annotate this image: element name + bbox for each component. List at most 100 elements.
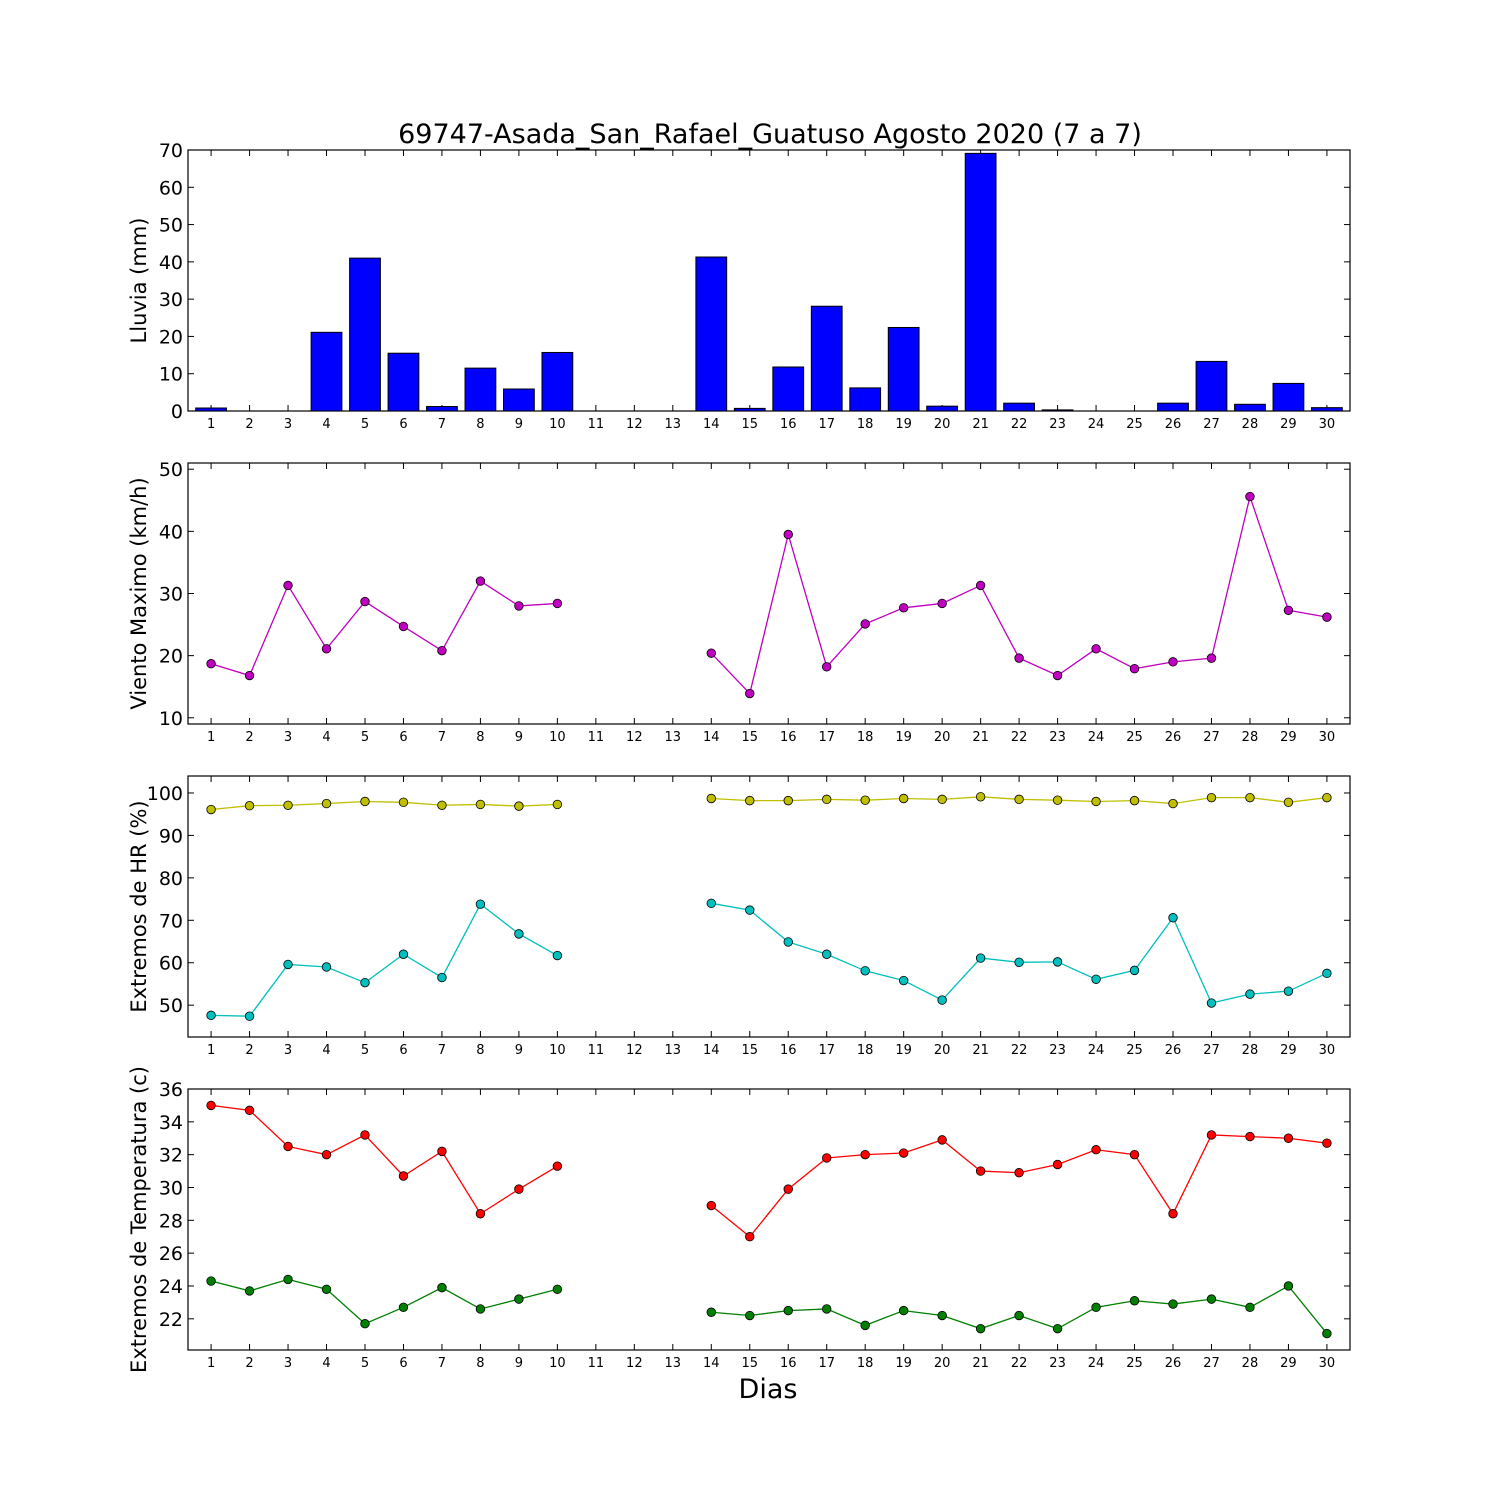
plot-area: [187, 462, 1351, 725]
x-tick-label: 27: [1203, 1356, 1220, 1371]
data-point: [937, 1135, 947, 1145]
x-tick-label: 1: [207, 1356, 215, 1371]
x-tick-label: 9: [515, 417, 523, 432]
data-point: [860, 966, 870, 976]
x-tick-label: 10: [549, 417, 566, 432]
x-tick-label: 5: [361, 417, 369, 432]
data-point: [514, 1184, 524, 1194]
x-tick-label: 20: [934, 417, 951, 432]
data-point: [1283, 605, 1294, 615]
series-viento-0: [206, 491, 1332, 699]
x-tick-label: 4: [322, 1356, 330, 1371]
data-point: [975, 792, 986, 802]
x-tick-label: 28: [1242, 1043, 1259, 1058]
data-point: [898, 975, 909, 986]
data-point: [1052, 670, 1063, 681]
x-tick-label: 19: [895, 1043, 912, 1058]
x-tick-label: 16: [780, 1043, 797, 1058]
x-tick-label: 2: [245, 1043, 253, 1058]
data-point: [1014, 1310, 1024, 1321]
y-axis-label: Viento Maximo (km/h): [127, 477, 151, 709]
x-tick-label: 25: [1126, 1043, 1143, 1058]
x-tick-label: 17: [818, 417, 835, 432]
data-point: [1245, 1302, 1255, 1313]
data-point: [1091, 796, 1101, 807]
data-point: [1322, 612, 1332, 622]
data-point: [1168, 913, 1178, 923]
data-point: [244, 1105, 255, 1116]
x-tick-label: 18: [857, 1043, 874, 1058]
data-point: [1129, 965, 1140, 976]
data-point: [475, 1209, 486, 1219]
bar: [695, 256, 728, 412]
bar: [1157, 402, 1189, 412]
data-point: [1322, 968, 1332, 979]
data-point: [706, 648, 716, 658]
data-point: [1014, 1168, 1024, 1178]
y-tick-label: 20: [159, 646, 183, 668]
data-point: [822, 662, 832, 672]
y-tick-label: 50: [159, 995, 183, 1017]
y-axis-label: Lluvia (mm): [127, 218, 151, 344]
x-tick-label: 23: [1049, 417, 1066, 432]
data-point: [745, 688, 755, 699]
x-tick-label: 23: [1049, 730, 1066, 745]
x-tick-label: 26: [1165, 1356, 1182, 1371]
data-point: [745, 1232, 755, 1242]
data-point: [475, 1304, 486, 1314]
data-point: [244, 1286, 255, 1296]
x-tick-label: 28: [1242, 730, 1259, 745]
series-hr-1: [206, 898, 1332, 1021]
data-point: [706, 898, 716, 909]
x-tick-label: 8: [476, 730, 484, 745]
data-point: [360, 596, 370, 607]
data-point: [937, 598, 947, 609]
data-point: [706, 1307, 716, 1317]
x-tick-label: 18: [857, 417, 874, 432]
data-point: [1052, 957, 1063, 967]
data-point: [1206, 1294, 1217, 1304]
bar: [503, 388, 535, 412]
data-point: [552, 799, 563, 810]
data-point: [860, 1320, 870, 1331]
data-point: [552, 1161, 563, 1171]
data-point: [1129, 663, 1140, 674]
data-point: [1245, 989, 1255, 999]
x-tick-label: 27: [1203, 730, 1220, 745]
x-tick-label: 15: [741, 730, 758, 745]
y-tick-label: 0: [171, 401, 183, 423]
x-tick-label: 9: [515, 730, 523, 745]
data-point: [514, 601, 524, 611]
data-point: [1091, 1145, 1101, 1155]
x-tick-label: 4: [322, 417, 330, 432]
x-tick-label: 18: [857, 1356, 874, 1371]
x-tick-label: 8: [476, 417, 484, 432]
data-point: [321, 1284, 332, 1294]
x-tick-label: 22: [1011, 417, 1028, 432]
plot-area: [187, 775, 1351, 1038]
data-point: [206, 1100, 216, 1111]
data-point: [860, 1149, 870, 1160]
data-point: [975, 953, 986, 963]
series-lluvia-0: [195, 152, 1343, 412]
data-point: [244, 1011, 255, 1021]
x-tick-label: 29: [1280, 1356, 1297, 1371]
data-point: [437, 645, 447, 656]
x-tick-label: 17: [818, 1043, 835, 1058]
data-point: [975, 1323, 986, 1334]
data-point: [283, 580, 293, 591]
bar: [387, 352, 420, 412]
bar: [1234, 403, 1266, 412]
y-tick-label: 80: [159, 868, 183, 890]
x-tick-label: 25: [1126, 417, 1143, 432]
data-point: [360, 1319, 370, 1329]
bar: [541, 351, 574, 412]
data-point: [1091, 1302, 1101, 1313]
x-tick-label: 20: [934, 1043, 951, 1058]
data-point: [1129, 1149, 1140, 1160]
data-point: [437, 972, 447, 983]
plot-area: [187, 149, 1351, 412]
